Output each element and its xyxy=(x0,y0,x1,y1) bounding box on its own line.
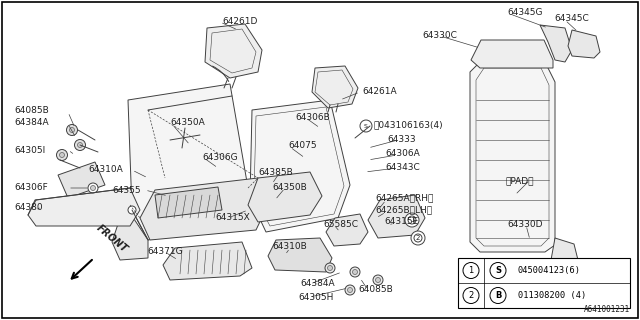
Circle shape xyxy=(345,285,355,295)
Circle shape xyxy=(360,120,372,132)
Circle shape xyxy=(463,287,479,303)
Polygon shape xyxy=(140,178,268,240)
Polygon shape xyxy=(248,172,322,222)
Text: 64310A: 64310A xyxy=(88,165,123,174)
Polygon shape xyxy=(551,238,578,265)
Polygon shape xyxy=(163,242,252,280)
Polygon shape xyxy=(60,198,80,220)
Text: 64306B: 64306B xyxy=(295,113,330,122)
Circle shape xyxy=(411,231,425,245)
Polygon shape xyxy=(540,25,572,62)
Text: 64305I: 64305I xyxy=(14,146,45,155)
Polygon shape xyxy=(155,187,222,218)
Circle shape xyxy=(74,140,86,150)
Polygon shape xyxy=(250,100,350,232)
Text: 64085B: 64085B xyxy=(358,285,393,294)
Circle shape xyxy=(408,216,416,224)
Text: B: B xyxy=(495,291,501,300)
Polygon shape xyxy=(471,40,553,68)
Circle shape xyxy=(70,127,74,132)
Text: 045004123(6): 045004123(6) xyxy=(518,266,581,275)
Circle shape xyxy=(373,275,383,285)
Text: S: S xyxy=(364,124,368,129)
Text: 1: 1 xyxy=(468,266,474,275)
Text: 64306G: 64306G xyxy=(202,153,237,162)
Text: 1: 1 xyxy=(410,217,414,223)
Circle shape xyxy=(405,213,419,227)
Text: 64330C: 64330C xyxy=(422,31,457,40)
Circle shape xyxy=(88,183,98,193)
Text: A641001231: A641001231 xyxy=(584,305,630,314)
Text: 2: 2 xyxy=(468,291,474,300)
Circle shape xyxy=(490,262,506,278)
Text: 65585C: 65585C xyxy=(323,220,358,229)
Polygon shape xyxy=(312,66,358,108)
Text: 64265B〈LH〉: 64265B〈LH〉 xyxy=(375,205,432,214)
Text: Ⓝ043106163(4): Ⓝ043106163(4) xyxy=(373,120,443,129)
Text: 64350B: 64350B xyxy=(272,183,307,192)
Circle shape xyxy=(90,186,95,190)
Text: 64315X: 64315X xyxy=(215,213,250,222)
Circle shape xyxy=(414,234,422,242)
Text: 64315E: 64315E xyxy=(384,217,419,226)
Circle shape xyxy=(490,287,506,303)
Text: 64371G: 64371G xyxy=(147,247,182,256)
Circle shape xyxy=(325,263,335,273)
Text: FRONT: FRONT xyxy=(95,222,130,254)
Text: 64343C: 64343C xyxy=(385,163,420,172)
Text: 64330D: 64330D xyxy=(507,220,543,229)
Text: 64075: 64075 xyxy=(288,141,317,150)
Circle shape xyxy=(56,149,67,161)
Polygon shape xyxy=(368,195,425,238)
Circle shape xyxy=(77,142,83,148)
Text: 64261D: 64261D xyxy=(222,17,257,26)
Circle shape xyxy=(128,206,136,214)
Circle shape xyxy=(328,266,333,270)
Bar xyxy=(458,258,630,308)
Text: 64265A〈RH〉: 64265A〈RH〉 xyxy=(375,193,433,202)
Text: 64384A: 64384A xyxy=(14,118,49,127)
Circle shape xyxy=(376,277,381,283)
Text: 64306A: 64306A xyxy=(385,149,420,158)
Text: 64350A: 64350A xyxy=(170,118,205,127)
Circle shape xyxy=(463,262,479,278)
Text: S: S xyxy=(495,266,501,275)
Text: 64380: 64380 xyxy=(14,203,43,212)
Polygon shape xyxy=(128,84,248,240)
Text: 64085B: 64085B xyxy=(14,106,49,115)
Polygon shape xyxy=(28,188,140,226)
Text: 64261A: 64261A xyxy=(362,87,397,96)
Circle shape xyxy=(348,287,353,292)
Polygon shape xyxy=(205,24,262,78)
Text: 64384A: 64384A xyxy=(300,279,335,288)
Text: 64310B: 64310B xyxy=(272,242,307,251)
Text: 64345C: 64345C xyxy=(554,14,589,23)
Polygon shape xyxy=(568,30,600,58)
Text: 64306F: 64306F xyxy=(14,183,48,192)
Polygon shape xyxy=(58,162,105,198)
Polygon shape xyxy=(326,214,368,246)
Text: 2: 2 xyxy=(416,235,420,241)
Polygon shape xyxy=(112,210,148,260)
Circle shape xyxy=(60,153,65,157)
Circle shape xyxy=(353,269,358,275)
Polygon shape xyxy=(268,238,332,272)
Text: 64333: 64333 xyxy=(387,135,415,144)
Text: 64345G: 64345G xyxy=(507,8,543,17)
Circle shape xyxy=(67,124,77,135)
Text: 64305H: 64305H xyxy=(298,293,333,302)
Text: 64355: 64355 xyxy=(112,186,141,195)
Circle shape xyxy=(350,267,360,277)
Text: 64385B: 64385B xyxy=(258,168,292,177)
Text: 011308200 (4): 011308200 (4) xyxy=(518,291,586,300)
Text: 〈PAD〉: 〈PAD〉 xyxy=(506,176,534,185)
Polygon shape xyxy=(470,62,555,252)
